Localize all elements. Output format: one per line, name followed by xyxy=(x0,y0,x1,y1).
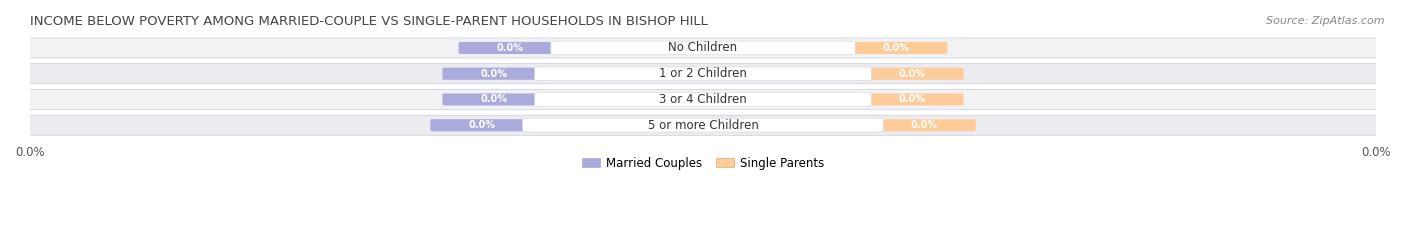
FancyBboxPatch shape xyxy=(0,38,1406,58)
Text: 0.0%: 0.0% xyxy=(496,43,524,53)
Text: Source: ZipAtlas.com: Source: ZipAtlas.com xyxy=(1267,16,1385,26)
FancyBboxPatch shape xyxy=(860,93,963,106)
FancyBboxPatch shape xyxy=(0,89,1406,110)
FancyBboxPatch shape xyxy=(551,41,855,55)
Text: INCOME BELOW POVERTY AMONG MARRIED-COUPLE VS SINGLE-PARENT HOUSEHOLDS IN BISHOP : INCOME BELOW POVERTY AMONG MARRIED-COUPL… xyxy=(30,15,707,28)
FancyBboxPatch shape xyxy=(0,64,1406,84)
Text: 5 or more Children: 5 or more Children xyxy=(648,119,758,132)
Text: 0.0%: 0.0% xyxy=(481,69,508,79)
FancyBboxPatch shape xyxy=(0,115,1406,135)
FancyBboxPatch shape xyxy=(430,119,534,131)
Text: 0.0%: 0.0% xyxy=(882,43,910,53)
Legend: Married Couples, Single Parents: Married Couples, Single Parents xyxy=(582,157,824,170)
Text: 0.0%: 0.0% xyxy=(898,94,925,104)
FancyBboxPatch shape xyxy=(872,119,976,131)
Text: 1 or 2 Children: 1 or 2 Children xyxy=(659,67,747,80)
FancyBboxPatch shape xyxy=(443,68,546,80)
Text: 0.0%: 0.0% xyxy=(481,94,508,104)
FancyBboxPatch shape xyxy=(443,93,546,106)
Text: No Children: No Children xyxy=(668,41,738,55)
Text: 3 or 4 Children: 3 or 4 Children xyxy=(659,93,747,106)
Text: 0.0%: 0.0% xyxy=(468,120,496,130)
FancyBboxPatch shape xyxy=(534,67,872,80)
Text: 0.0%: 0.0% xyxy=(910,120,938,130)
Text: 0.0%: 0.0% xyxy=(898,69,925,79)
FancyBboxPatch shape xyxy=(844,42,948,54)
FancyBboxPatch shape xyxy=(458,42,562,54)
FancyBboxPatch shape xyxy=(523,118,883,132)
FancyBboxPatch shape xyxy=(534,93,872,106)
FancyBboxPatch shape xyxy=(860,68,963,80)
